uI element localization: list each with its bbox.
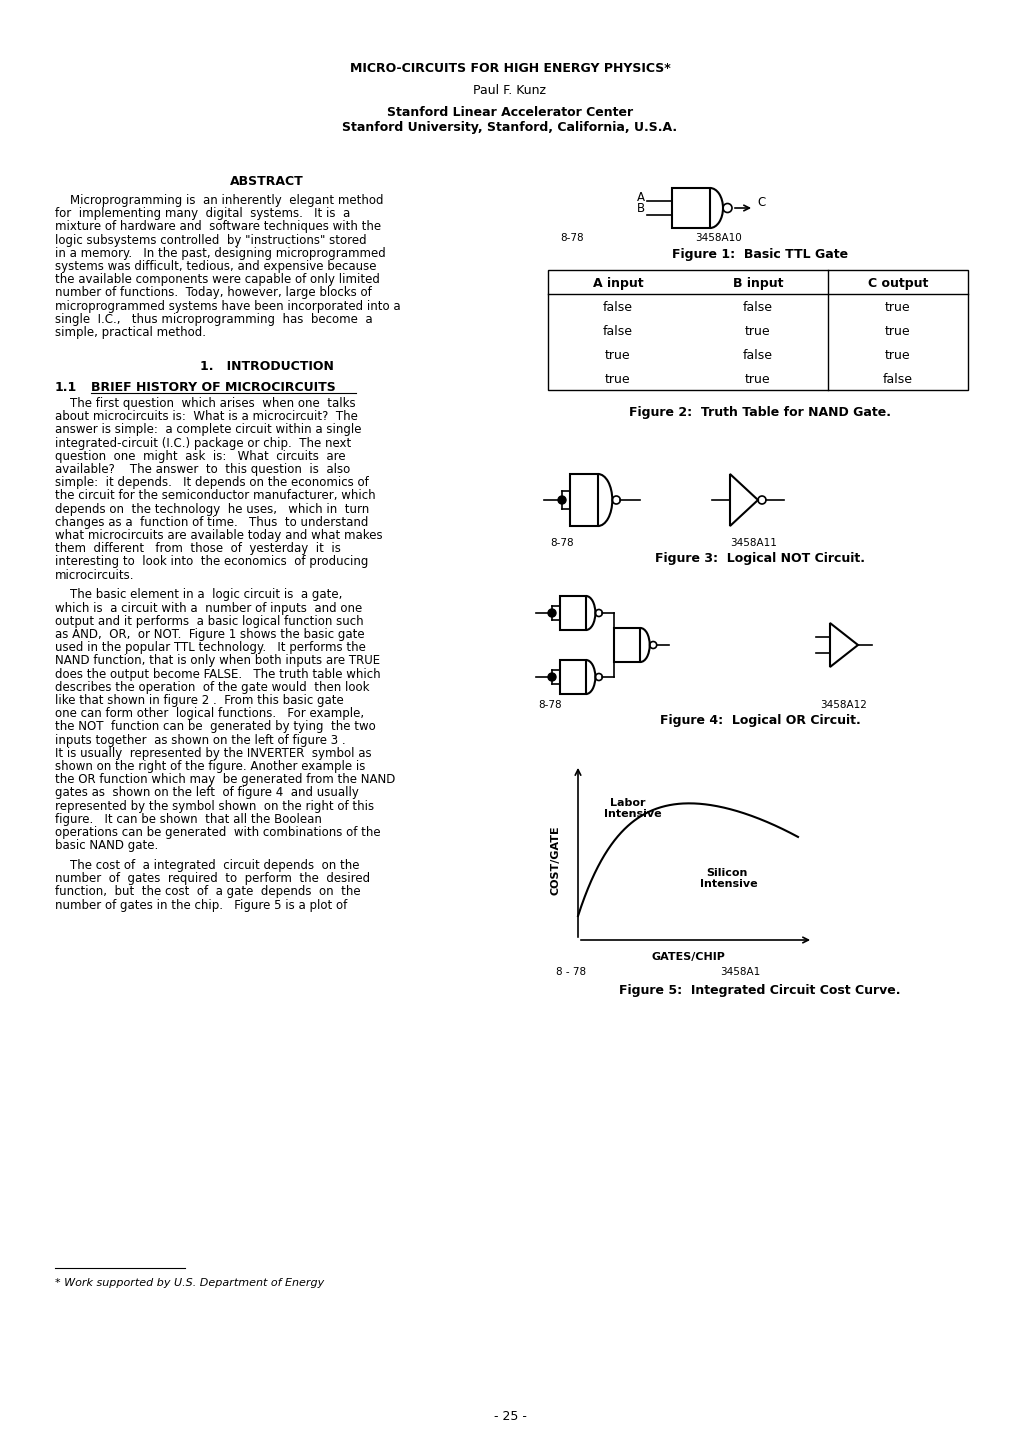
Circle shape xyxy=(547,673,555,681)
Text: number of functions.  Today, however, large blocks of: number of functions. Today, however, lar… xyxy=(55,287,371,300)
Circle shape xyxy=(557,496,566,505)
Text: the circuit for the semiconductor manufacturer, which: the circuit for the semiconductor manufa… xyxy=(55,489,375,502)
Text: depends on  the technology  he uses,   which in  turn: depends on the technology he uses, which… xyxy=(55,503,369,516)
Text: MICRO-CIRCUITS FOR HIGH ENERGY PHYSICS*: MICRO-CIRCUITS FOR HIGH ENERGY PHYSICS* xyxy=(350,62,669,75)
Text: The first question  which arises  when one  talks: The first question which arises when one… xyxy=(55,397,356,410)
Text: 3458A10: 3458A10 xyxy=(694,234,741,244)
Text: A: A xyxy=(637,190,644,203)
Text: number  of  gates  required  to  perform  the  desired: number of gates required to perform the … xyxy=(55,872,370,885)
Text: inputs together  as shown on the left of figure 3 .: inputs together as shown on the left of … xyxy=(55,734,345,747)
Text: true: true xyxy=(604,373,630,386)
Text: GATES/CHIP: GATES/CHIP xyxy=(650,952,725,962)
Text: used in the popular TTL technology.   It performs the: used in the popular TTL technology. It p… xyxy=(55,642,366,655)
Text: Figure 2:  Truth Table for NAND Gate.: Figure 2: Truth Table for NAND Gate. xyxy=(629,407,891,420)
Text: true: true xyxy=(884,301,910,314)
Text: COST/GATE: COST/GATE xyxy=(550,825,560,895)
Text: what microcircuits are available today and what makes: what microcircuits are available today a… xyxy=(55,529,382,542)
Text: C: C xyxy=(756,196,764,209)
Text: the NOT  function can be  generated by tying  the two: the NOT function can be generated by tyi… xyxy=(55,721,375,734)
Text: one can form other  logical functions.   For example,: one can form other logical functions. Fo… xyxy=(55,707,364,720)
Text: false: false xyxy=(602,301,633,314)
Text: false: false xyxy=(742,301,772,314)
Text: simple, practical method.: simple, practical method. xyxy=(55,326,206,339)
Text: false: false xyxy=(602,324,633,337)
Text: basic NAND gate.: basic NAND gate. xyxy=(55,839,158,852)
Text: changes as a  function of time.   Thus  to understand: changes as a function of time. Thus to u… xyxy=(55,516,368,529)
Text: Paul F. Kunz: Paul F. Kunz xyxy=(473,84,546,97)
Text: for  implementing many  digital  systems.   It is  a: for implementing many digital systems. I… xyxy=(55,208,350,221)
Text: the available components were capable of only limited: the available components were capable of… xyxy=(55,273,379,286)
Text: available?    The answer  to  this question  is  also: available? The answer to this question i… xyxy=(55,463,350,476)
Text: as AND,  OR,  or NOT.  Figure 1 shows the basic gate: as AND, OR, or NOT. Figure 1 shows the b… xyxy=(55,629,364,642)
Text: A input: A input xyxy=(592,277,643,290)
Text: The cost of  a integrated  circuit depends  on the: The cost of a integrated circuit depends… xyxy=(55,859,359,872)
Text: Stanford University, Stanford, California, U.S.A.: Stanford University, Stanford, Californi… xyxy=(342,121,677,134)
Text: Figure 3:  Logical NOT Circuit.: Figure 3: Logical NOT Circuit. xyxy=(654,552,864,565)
Text: 3458A12: 3458A12 xyxy=(819,699,866,709)
Text: true: true xyxy=(884,349,910,362)
Text: true: true xyxy=(745,324,770,337)
Text: describes the operation  of the gate would  then look: describes the operation of the gate woul… xyxy=(55,681,369,694)
Text: - 25 -: - 25 - xyxy=(493,1410,526,1423)
Text: 8-78: 8-78 xyxy=(559,234,583,244)
Text: systems was difficult, tedious, and expensive because: systems was difficult, tedious, and expe… xyxy=(55,260,376,273)
Text: 1.   INTRODUCTION: 1. INTRODUCTION xyxy=(200,360,333,373)
Text: in a memory.   In the past, designing microprogrammed: in a memory. In the past, designing micr… xyxy=(55,247,385,260)
Text: output and it performs  a basic logical function such: output and it performs a basic logical f… xyxy=(55,614,363,627)
Circle shape xyxy=(547,609,555,617)
Text: Intensive: Intensive xyxy=(603,809,661,819)
Text: which is  a circuit with a  number of inputs  and one: which is a circuit with a number of inpu… xyxy=(55,601,362,614)
Text: does the output become FALSE.   The truth table which: does the output become FALSE. The truth … xyxy=(55,668,380,681)
Text: 8-78: 8-78 xyxy=(549,538,573,548)
Text: Silicon: Silicon xyxy=(705,868,747,878)
Text: It is usually  represented by the INVERTER  symbol as: It is usually represented by the INVERTE… xyxy=(55,747,371,760)
Text: interesting to  look into  the economics  of producing: interesting to look into the economics o… xyxy=(55,555,368,568)
Text: figure.   It can be shown  that all the Boolean: figure. It can be shown that all the Boo… xyxy=(55,813,322,826)
Text: Labor: Labor xyxy=(609,797,645,808)
Text: number of gates in the chip.   Figure 5 is a plot of: number of gates in the chip. Figure 5 is… xyxy=(55,898,346,911)
Text: integrated-circuit (I.C.) package or chip.  The next: integrated-circuit (I.C.) package or chi… xyxy=(55,437,351,450)
Text: B input: B input xyxy=(732,277,783,290)
Text: 1.1: 1.1 xyxy=(55,381,77,394)
Text: shown on the right of the figure. Another example is: shown on the right of the figure. Anothe… xyxy=(55,760,365,773)
Text: them  different   from  those  of  yesterday  it  is: them different from those of yesterday i… xyxy=(55,542,340,555)
Text: false: false xyxy=(742,349,772,362)
Text: 3458A11: 3458A11 xyxy=(730,538,776,548)
Text: Figure 4:  Logical OR Circuit.: Figure 4: Logical OR Circuit. xyxy=(659,714,860,727)
Text: ABSTRACT: ABSTRACT xyxy=(230,174,304,187)
Text: logic subsystems controlled  by "instructions" stored: logic subsystems controlled by "instruct… xyxy=(55,234,366,247)
Text: NAND function, that is only when both inputs are TRUE: NAND function, that is only when both in… xyxy=(55,655,380,668)
Text: BRIEF HISTORY OF MICROCIRCUITS: BRIEF HISTORY OF MICROCIRCUITS xyxy=(91,381,335,394)
Text: 8 - 78: 8 - 78 xyxy=(555,968,586,978)
Text: Figure 1:  Basic TTL Gate: Figure 1: Basic TTL Gate xyxy=(672,248,847,261)
Text: function,  but  the cost  of  a gate  depends  on  the: function, but the cost of a gate depends… xyxy=(55,885,361,898)
Text: The basic element in a  logic circuit is  a gate,: The basic element in a logic circuit is … xyxy=(55,588,342,601)
Text: true: true xyxy=(745,373,770,386)
Text: about microcircuits is:  What is a microcircuit?  The: about microcircuits is: What is a microc… xyxy=(55,410,358,423)
Text: represented by the symbol shown  on the right of this: represented by the symbol shown on the r… xyxy=(55,800,374,813)
Text: Stanford Linear Accelerator Center: Stanford Linear Accelerator Center xyxy=(386,107,633,120)
Text: like that shown in figure 2 .  From this basic gate: like that shown in figure 2 . From this … xyxy=(55,694,343,707)
Text: false: false xyxy=(882,373,912,386)
Text: B: B xyxy=(636,202,644,215)
Text: Microprogramming is  an inherently  elegant method: Microprogramming is an inherently elegan… xyxy=(55,195,383,208)
Text: the OR function which may  be generated from the NAND: the OR function which may be generated f… xyxy=(55,773,395,786)
Text: gates as  shown on the left  of figure 4  and usually: gates as shown on the left of figure 4 a… xyxy=(55,786,359,799)
Text: operations can be generated  with combinations of the: operations can be generated with combina… xyxy=(55,826,380,839)
Text: answer is simple:  a complete circuit within a single: answer is simple: a complete circuit wit… xyxy=(55,424,361,437)
Text: true: true xyxy=(884,324,910,337)
Text: true: true xyxy=(604,349,630,362)
Text: mixture of hardware and  software techniques with the: mixture of hardware and software techniq… xyxy=(55,221,381,234)
Text: microcircuits.: microcircuits. xyxy=(55,568,135,581)
Text: microprogrammed systems have been incorporated into a: microprogrammed systems have been incorp… xyxy=(55,300,400,313)
Text: question  one  might  ask  is:   What  circuits  are: question one might ask is: What circuits… xyxy=(55,450,345,463)
Text: 8-78: 8-78 xyxy=(537,699,561,709)
Text: single  I.C.,   thus microprogramming  has  become  a: single I.C., thus microprogramming has b… xyxy=(55,313,372,326)
Text: Figure 5:  Integrated Circuit Cost Curve.: Figure 5: Integrated Circuit Cost Curve. xyxy=(619,983,900,996)
Text: Intensive: Intensive xyxy=(699,880,757,890)
Text: simple:  it depends.   It depends on the economics of: simple: it depends. It depends on the ec… xyxy=(55,476,369,489)
Text: * Work supported by U.S. Department of Energy: * Work supported by U.S. Department of E… xyxy=(55,1278,324,1288)
Text: 3458A1: 3458A1 xyxy=(719,968,759,978)
Text: C output: C output xyxy=(867,277,927,290)
